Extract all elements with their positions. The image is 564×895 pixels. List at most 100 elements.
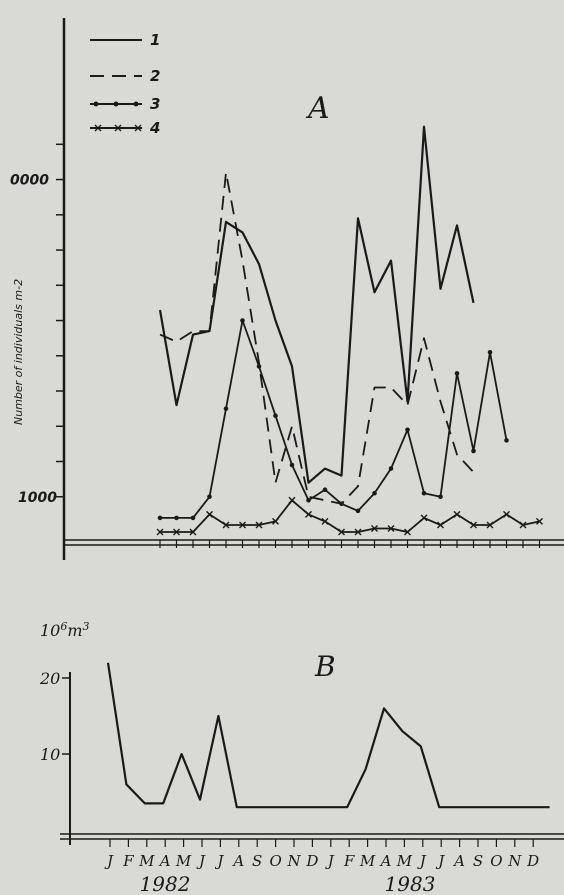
series-4 [156, 496, 543, 536]
panel-b-y-tick-label: 10 [40, 745, 60, 764]
month-label: O [269, 852, 281, 870]
series-4-point [239, 521, 246, 529]
month-label: J [104, 852, 114, 870]
series-4-point [305, 510, 312, 518]
legend-marker [113, 101, 119, 107]
series-3-point [240, 318, 245, 323]
legend-label: 2 [150, 67, 160, 85]
month-label: S [252, 852, 262, 870]
month-label: A [452, 852, 465, 870]
month-label: D [305, 852, 318, 870]
panel-a-label: A [305, 91, 330, 126]
legend-item-2: 2 [90, 67, 160, 85]
series-4-point [503, 510, 510, 518]
month-label: D [526, 852, 539, 870]
series-4-point [404, 528, 411, 536]
panel-b-ylabel: 106m3 [40, 620, 90, 640]
series-3-point [322, 487, 328, 493]
month-label: J [435, 852, 445, 870]
month-label: N [286, 852, 301, 870]
month-label: J [214, 852, 224, 870]
series-4-point [437, 521, 444, 529]
panel-b-series [106, 662, 550, 809]
month-label: M [396, 852, 413, 870]
month-label: M [359, 852, 376, 870]
legend-marker [134, 124, 142, 132]
legend-marker [114, 124, 122, 132]
series-4-point [354, 528, 362, 536]
series-3-point [256, 364, 262, 369]
series-3-point [207, 494, 212, 500]
series-4-line [160, 499, 540, 533]
month-label: A [231, 852, 244, 870]
series-4-point [189, 528, 197, 536]
series-3-point [289, 462, 295, 468]
series-3-point [471, 448, 476, 454]
series-3-point [339, 501, 344, 507]
legend-marker [93, 101, 99, 107]
panel-a: 1000 0000 A Number of individuals m-2 1 2 3… [10, 18, 564, 560]
month-label: A [379, 852, 392, 870]
month-label: M [138, 852, 155, 870]
panel-a-y-tick-label: 1000 [18, 490, 57, 506]
series-4-point [156, 528, 164, 536]
series-3-point [438, 494, 443, 500]
month-label: F [343, 852, 355, 870]
series-4-point [519, 521, 527, 529]
legend-item-4: 4 [90, 119, 160, 137]
month-label: S [473, 852, 483, 870]
legend-label: 3 [150, 95, 160, 113]
panel-b-y-tick-label: 20 [39, 669, 60, 688]
panel-a-series [156, 125, 543, 536]
month-label: A [158, 852, 171, 870]
panel-a-y-tick-label: 0000 [10, 173, 49, 189]
year-label-1983: 1983 [385, 872, 436, 895]
series-4-point [387, 524, 395, 532]
series-3-point [372, 490, 377, 496]
series-3-point [504, 438, 509, 443]
series-4-point [338, 528, 345, 536]
series-3-point [174, 515, 179, 521]
month-label: F [122, 852, 134, 870]
panel-b-axes: 10 20 [39, 669, 564, 847]
series-3-point [405, 427, 410, 433]
series-3-point [454, 371, 460, 376]
legend-marker [133, 101, 139, 107]
series-3-point [306, 497, 311, 503]
year-label-1982: 1982 [140, 872, 191, 895]
series-3-point [157, 515, 163, 521]
series-4-point [371, 524, 378, 532]
series-4-point [173, 528, 180, 536]
series-4-point [288, 496, 296, 504]
legend-marker [94, 124, 102, 132]
series-4-point [486, 521, 494, 529]
month-label: M [175, 852, 192, 870]
series-3-point [190, 515, 196, 521]
series-4-point [255, 521, 263, 529]
series-1 [158, 125, 475, 484]
series-2-line [159, 171, 475, 505]
panel-b-label: B [314, 650, 336, 683]
series-1-line [158, 125, 475, 484]
series-3-point [487, 349, 493, 355]
series-4-point [470, 521, 477, 529]
series-2 [159, 171, 475, 505]
series-4-point [206, 510, 213, 518]
series-3 [157, 318, 509, 521]
month-label: J [325, 852, 335, 870]
month-label: J [417, 852, 427, 870]
series-3-point [273, 413, 278, 418]
month-label: O [490, 852, 502, 870]
series-3-line [160, 319, 508, 519]
legend-item-3: 3 [90, 95, 160, 113]
series-4-point [420, 514, 428, 522]
series-4-point [222, 521, 230, 529]
legend-label: 1 [150, 31, 160, 49]
series-3-point [355, 508, 361, 514]
series-4-point [272, 517, 279, 525]
legend-label: 4 [149, 119, 160, 137]
month-label: J [196, 852, 206, 870]
